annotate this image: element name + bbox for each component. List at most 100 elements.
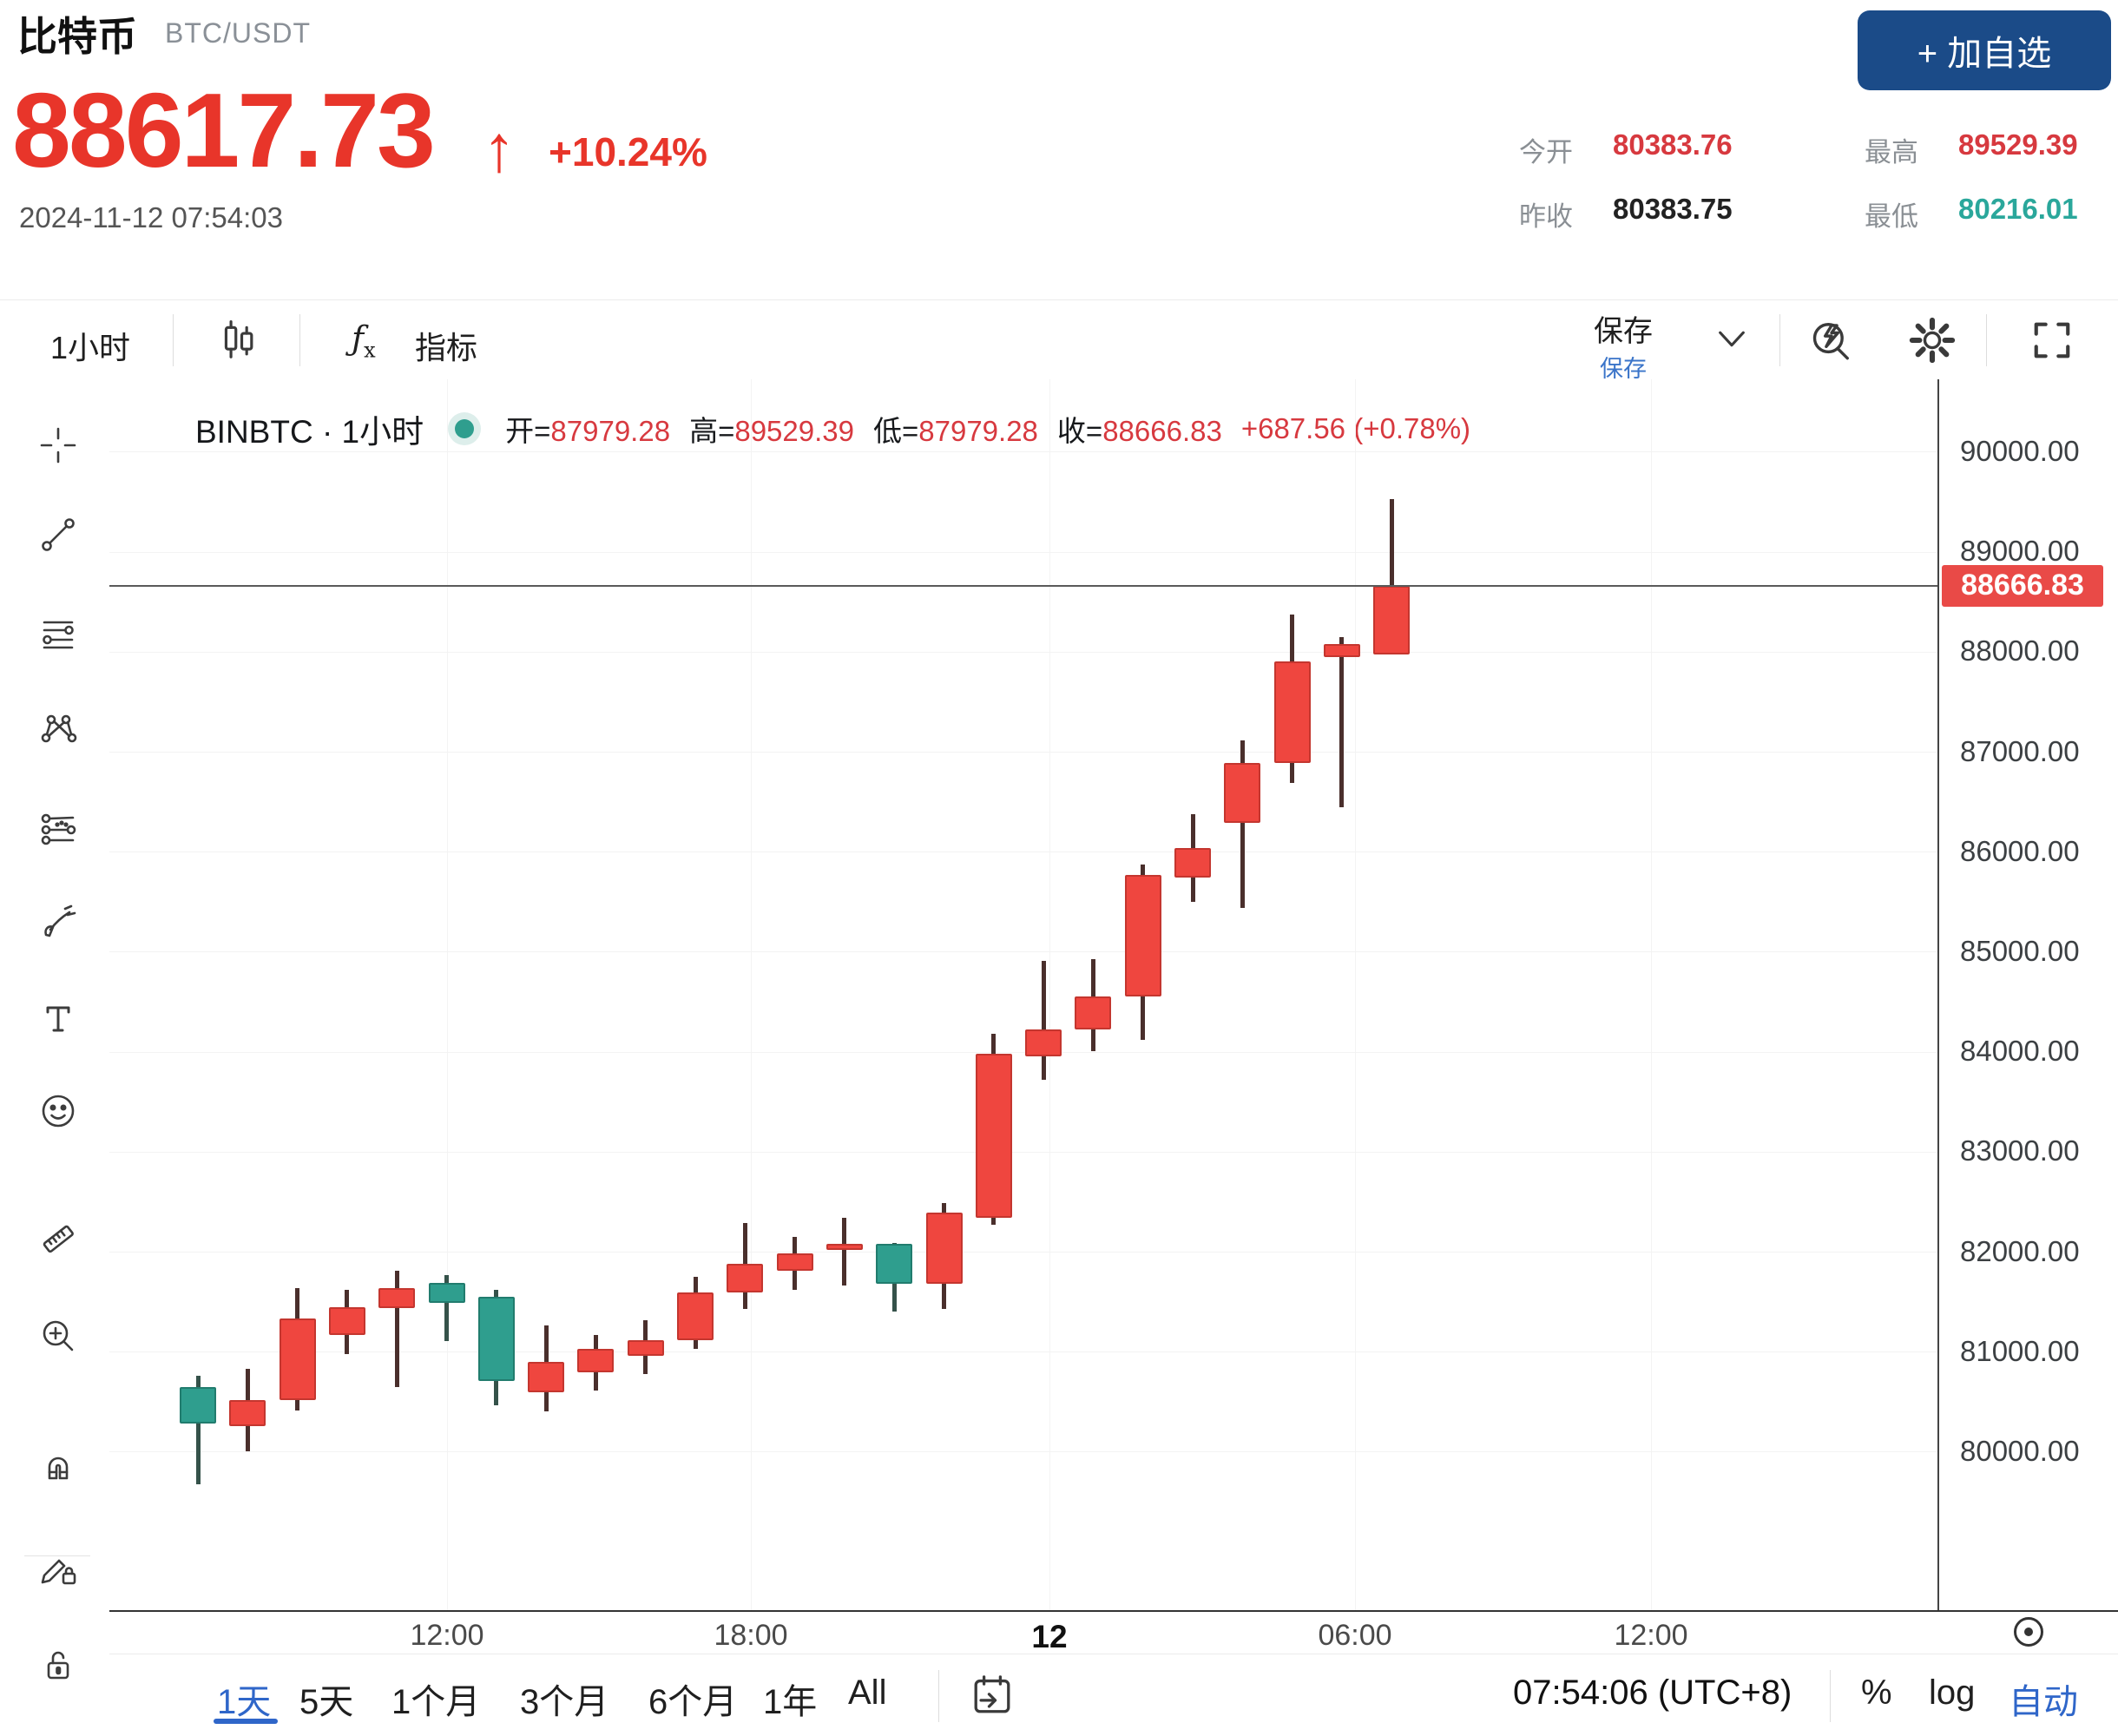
candle-body	[677, 1292, 714, 1340]
range-button-6[interactable]: 1年	[763, 1683, 818, 1721]
legend-open: 开=87979.28	[505, 415, 671, 447]
save-button[interactable]: 保存 保存	[1594, 315, 1653, 382]
h-gridline	[109, 752, 1937, 753]
v-gridline	[1651, 379, 1652, 1610]
auto-scale-button[interactable]: 自动	[2009, 1683, 2078, 1721]
candle-wick	[1041, 961, 1046, 1081]
candle-body	[876, 1244, 913, 1285]
candle-body	[328, 1306, 365, 1336]
candlestick-style-button[interactable]	[215, 318, 260, 367]
symbol-name: 比特币	[17, 14, 137, 59]
time-axis[interactable]: 12:00 18:00 12 06:00 12:00	[109, 1610, 2118, 1655]
log-scale-button[interactable]: log	[1929, 1674, 1976, 1712]
bottombar-divider	[938, 1670, 939, 1722]
calendar-jump-icon[interactable]	[969, 1672, 1016, 1723]
range-button-1[interactable]: 1天	[217, 1683, 272, 1721]
brush-tool-icon[interactable]	[38, 901, 78, 941]
range-button-4[interactable]: 3个月	[520, 1683, 609, 1721]
stat-open-value: 80383.76	[1613, 128, 1733, 161]
candle-wick	[444, 1275, 449, 1342]
candle-body	[1273, 661, 1311, 764]
add-watchlist-button[interactable]: + 加自选	[1858, 10, 2111, 90]
gear-icon[interactable]	[1908, 316, 1957, 369]
interval-button[interactable]: 1小时	[50, 330, 131, 365]
candle-body	[776, 1253, 813, 1272]
price-tick-label: 80000.00	[1960, 1434, 2080, 1467]
bottombar-divider	[1830, 1670, 1831, 1722]
chevron-down-icon[interactable]	[1714, 326, 1749, 357]
legend-series-title: BINBTC · 1小时	[195, 414, 424, 450]
legend-low: 低=87979.28	[872, 415, 1038, 447]
chart-plot-area[interactable]: BINBTC · 1小时 开=87979.28 高=89529.39 低=879…	[109, 379, 1937, 1610]
price-tick-label: 83000.00	[1960, 1134, 2080, 1167]
fullscreen-icon[interactable]	[2028, 316, 2076, 369]
range-button-7[interactable]: All	[848, 1674, 887, 1712]
chart-legend: BINBTC · 1小时 开=87979.28 高=89529.39 低=879…	[195, 405, 1470, 452]
last-price-line	[109, 585, 1937, 587]
flash-search-icon[interactable]	[1807, 316, 1856, 369]
bottom-toolbar: 07:54:06 (UTC+8) % log 自动 1天 5天 1个月 3个月 6个月 1…	[109, 1654, 2118, 1736]
ruler-tool-icon[interactable]	[38, 1219, 78, 1259]
percent-scale-button[interactable]: %	[1861, 1674, 1892, 1712]
xabcd-pattern-tool-icon[interactable]	[38, 709, 78, 749]
toolbar-divider	[299, 314, 300, 366]
horizontal-lines-tool-icon[interactable]	[38, 614, 78, 654]
candle-body	[477, 1297, 515, 1382]
stat-prevclose-label: 昨收	[1519, 201, 1573, 232]
zoom-in-tool-icon[interactable]	[38, 1316, 78, 1356]
crosshair-tool-icon[interactable]	[38, 425, 78, 465]
v-gridline	[1049, 379, 1050, 1610]
range-button-3[interactable]: 1个月	[391, 1683, 481, 1721]
forecast-tool-icon[interactable]	[38, 808, 78, 848]
stat-high-label: 最高	[1865, 137, 1918, 168]
sidebar-divider	[24, 1555, 90, 1556]
candle-wick	[394, 1271, 399, 1388]
fx-icon[interactable]: ƒx	[352, 319, 376, 363]
symbol-pair: BTC/USDT	[165, 17, 311, 49]
emoji-tool-icon[interactable]	[38, 1091, 78, 1131]
v-gridline	[751, 379, 752, 1610]
stat-high-value: 89529.39	[1958, 128, 2078, 161]
candle-body	[975, 1054, 1012, 1219]
price-timestamp: 2024-11-12 07:54:03	[19, 201, 283, 233]
clock-utc: 07:54:06 (UTC+8)	[1513, 1674, 1792, 1712]
range-button-5[interactable]: 6个月	[648, 1683, 738, 1721]
price-tick-label: 84000.00	[1960, 1035, 2080, 1068]
legend-high: 高=89529.39	[689, 415, 854, 447]
candle-body	[1373, 585, 1411, 654]
time-tick-label: 12	[1031, 1619, 1068, 1654]
indicators-button[interactable]: 指标	[415, 330, 478, 365]
lock-tool-icon[interactable]	[38, 1644, 78, 1684]
candle-body	[627, 1339, 664, 1357]
text-tool-icon[interactable]	[38, 998, 78, 1038]
candle-wick	[1389, 499, 1394, 654]
candle-body	[180, 1387, 216, 1424]
candle-body	[279, 1318, 316, 1401]
range-button-2[interactable]: 5天	[299, 1683, 354, 1721]
price-tick-label: 81000.00	[1960, 1334, 2080, 1367]
time-tick-label: 06:00	[1318, 1619, 1392, 1652]
drawing-tools-sidebar	[0, 379, 110, 1736]
v-gridline	[447, 379, 448, 1610]
current-price: 88617.73	[12, 71, 436, 189]
h-gridline	[109, 652, 1937, 653]
stat-low-label: 最低	[1865, 201, 1918, 232]
edit-lock-tool-icon[interactable]	[38, 1547, 78, 1587]
stat-low-value: 80216.01	[1958, 193, 2078, 225]
magnet-tool-icon[interactable]	[38, 1445, 78, 1485]
candle-body	[825, 1244, 863, 1251]
price-change-percent: +10.24%	[549, 129, 707, 174]
trend-line-tool-icon[interactable]	[38, 515, 78, 555]
candle-body	[727, 1264, 764, 1292]
time-tick-label: 12:00	[410, 1619, 484, 1652]
candle-body	[528, 1362, 565, 1392]
target-reset-icon[interactable]	[2014, 1617, 2043, 1647]
candle-body	[1075, 996, 1112, 1029]
candle-body	[1224, 763, 1261, 824]
h-gridline	[109, 1351, 1937, 1352]
arc-partial-tool-icon[interactable]	[38, 1709, 78, 1736]
candle-wick	[842, 1218, 847, 1286]
price-axis[interactable]: 88666.83 80000.00 81000.00 82000.00 83000.0…	[1937, 379, 2118, 1610]
stat-open-label: 今开	[1519, 137, 1573, 168]
